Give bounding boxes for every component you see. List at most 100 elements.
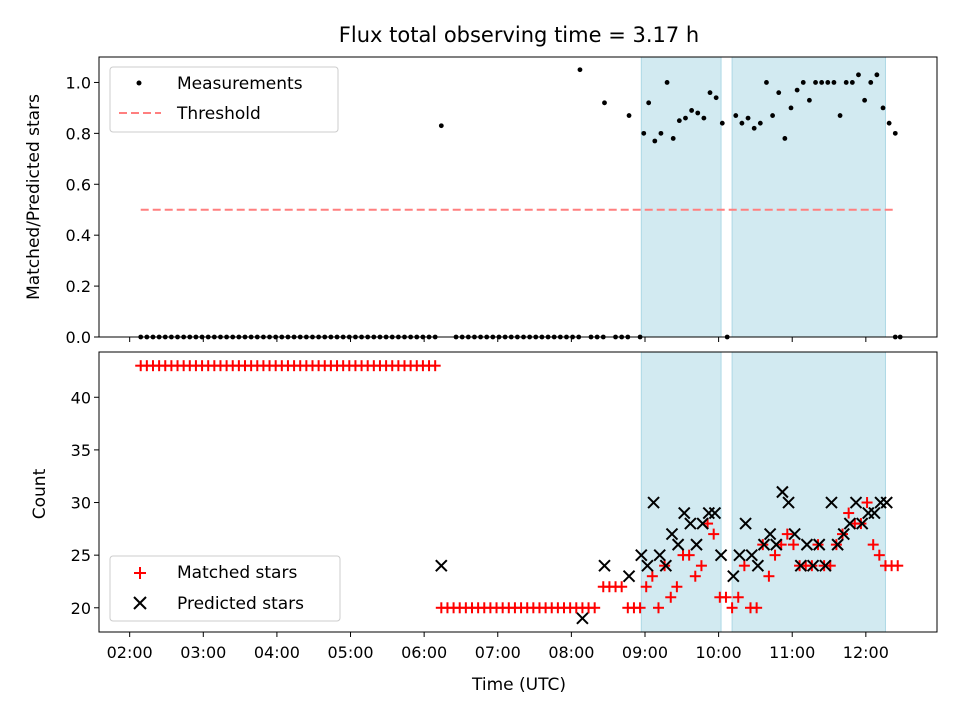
measurement-point [868, 80, 874, 85]
bottom-panel: 02:00 03:00 04:00 05:00 06:00 07:00 08:00 09:00… [30, 351, 938, 695]
cross-b [782, 496, 795, 509]
legend-x-icon [133, 596, 147, 610]
predicted-star-marker [782, 496, 795, 509]
measurement-points [138, 67, 903, 340]
y-tick-label: 0.2 [66, 277, 91, 296]
predicted-star-marker [647, 496, 660, 509]
x-tick-label: 02:00 [107, 643, 153, 662]
matched-star-marker [769, 549, 781, 561]
y-tick-label: 0.8 [66, 124, 91, 143]
predicted-star-marker [598, 559, 611, 572]
measurement-point [658, 130, 664, 136]
cross-b [622, 570, 636, 583]
cross-b [843, 517, 857, 530]
cross-b [763, 527, 777, 541]
cross-b [819, 559, 832, 572]
cross-b [880, 496, 893, 509]
measurement-point [782, 136, 788, 141]
measurement-point [683, 115, 688, 121]
cross-b [684, 517, 697, 530]
cross-b [708, 506, 722, 520]
predicted-star-marker [849, 496, 863, 509]
predicted-star-marker [678, 506, 691, 520]
predicted-star-marker [788, 527, 801, 541]
predicted-star-marker [745, 548, 758, 562]
measurement-point [757, 120, 763, 126]
measurement-point [770, 113, 775, 118]
y-tick-label: 40 [71, 388, 91, 407]
x-tick-label: 03:00 [180, 643, 226, 662]
measurement-point [751, 125, 757, 131]
legend-label-threshold: Threshold [176, 104, 261, 124]
predicted-stars-points [435, 485, 893, 625]
cross-b [770, 538, 783, 551]
legend-label-measurements: Measurements [177, 74, 303, 94]
x-tick-label: 07:00 [475, 643, 521, 662]
predicted-star-marker [806, 559, 820, 572]
measurement-point [676, 118, 682, 124]
predicted-star-marker [690, 538, 703, 551]
cross-b [671, 538, 685, 551]
predicted-star-marker [843, 517, 857, 530]
matched-star-marker [843, 507, 855, 519]
bottom-legend: Matched stars Predicted stars [109, 555, 341, 622]
cross-b [745, 548, 758, 562]
cross-b [690, 538, 703, 551]
x-tick-label: 08:00 [548, 643, 594, 662]
measurement-point [646, 100, 652, 106]
measurement-point [856, 72, 861, 78]
matched-star-marker [634, 602, 646, 614]
measurement-point [862, 97, 868, 103]
predicted-star-marker [576, 612, 589, 625]
predicted-star-marker [770, 538, 783, 551]
measurement-point [831, 80, 837, 85]
predicted-star-marker [763, 527, 777, 541]
predicted-star-marker [696, 517, 709, 530]
matched-star-marker [763, 570, 775, 582]
cross-b [800, 538, 814, 551]
top-panel: 0.0 0.2 0.4 0.6 0.8 1.0 Matched/Predicted sta… [24, 56, 938, 347]
cross-b [806, 559, 820, 572]
matched-star-marker [695, 560, 707, 572]
predicted-star-marker [819, 559, 832, 572]
predicted-star-marker [659, 559, 673, 572]
chart-title: Flux total observing time = 3.17 h [339, 23, 699, 47]
measurement-point [788, 105, 794, 111]
observing-window-shade [640, 56, 722, 338]
measurement-point [713, 95, 719, 101]
bottom-ylabel: Count [30, 468, 50, 519]
measurement-point [843, 80, 849, 85]
matched-star-marker [616, 581, 628, 593]
bottom-shaded-regions [640, 351, 886, 633]
cross-b [855, 517, 869, 530]
bottom-axes-ticks: 02:00 03:00 04:00 05:00 06:00 07:00 08:00 09:00… [71, 388, 889, 662]
measurement-point [874, 72, 880, 78]
x-tick-label: 10:00 [696, 643, 742, 662]
measurement-point [670, 136, 676, 141]
cross-b [435, 559, 448, 572]
matched-star-marker [652, 602, 664, 614]
cross-b [794, 559, 808, 572]
cross-b [813, 538, 826, 551]
top-shaded-regions [640, 56, 886, 338]
cross-b [635, 548, 648, 562]
predicted-star-marker [794, 559, 808, 572]
measurement-point [794, 87, 800, 93]
cross-b [837, 527, 850, 541]
measurement-point [707, 90, 713, 96]
predicted-star-marker [671, 538, 685, 551]
predicted-star-marker [714, 548, 728, 562]
y-tick-label: 0.4 [66, 226, 91, 245]
predicted-star-marker [708, 506, 722, 520]
y-tick-label: 30 [71, 494, 91, 513]
predicted-star-marker [880, 496, 893, 509]
cross-b [831, 538, 844, 551]
y-tick-label: 25 [71, 546, 91, 565]
measurement-point [837, 113, 843, 118]
predicted-star-marker [665, 527, 679, 541]
cross-b [757, 538, 771, 551]
cross-b [788, 527, 801, 541]
top-frame [98, 56, 938, 338]
predicted-star-marker [813, 538, 826, 551]
